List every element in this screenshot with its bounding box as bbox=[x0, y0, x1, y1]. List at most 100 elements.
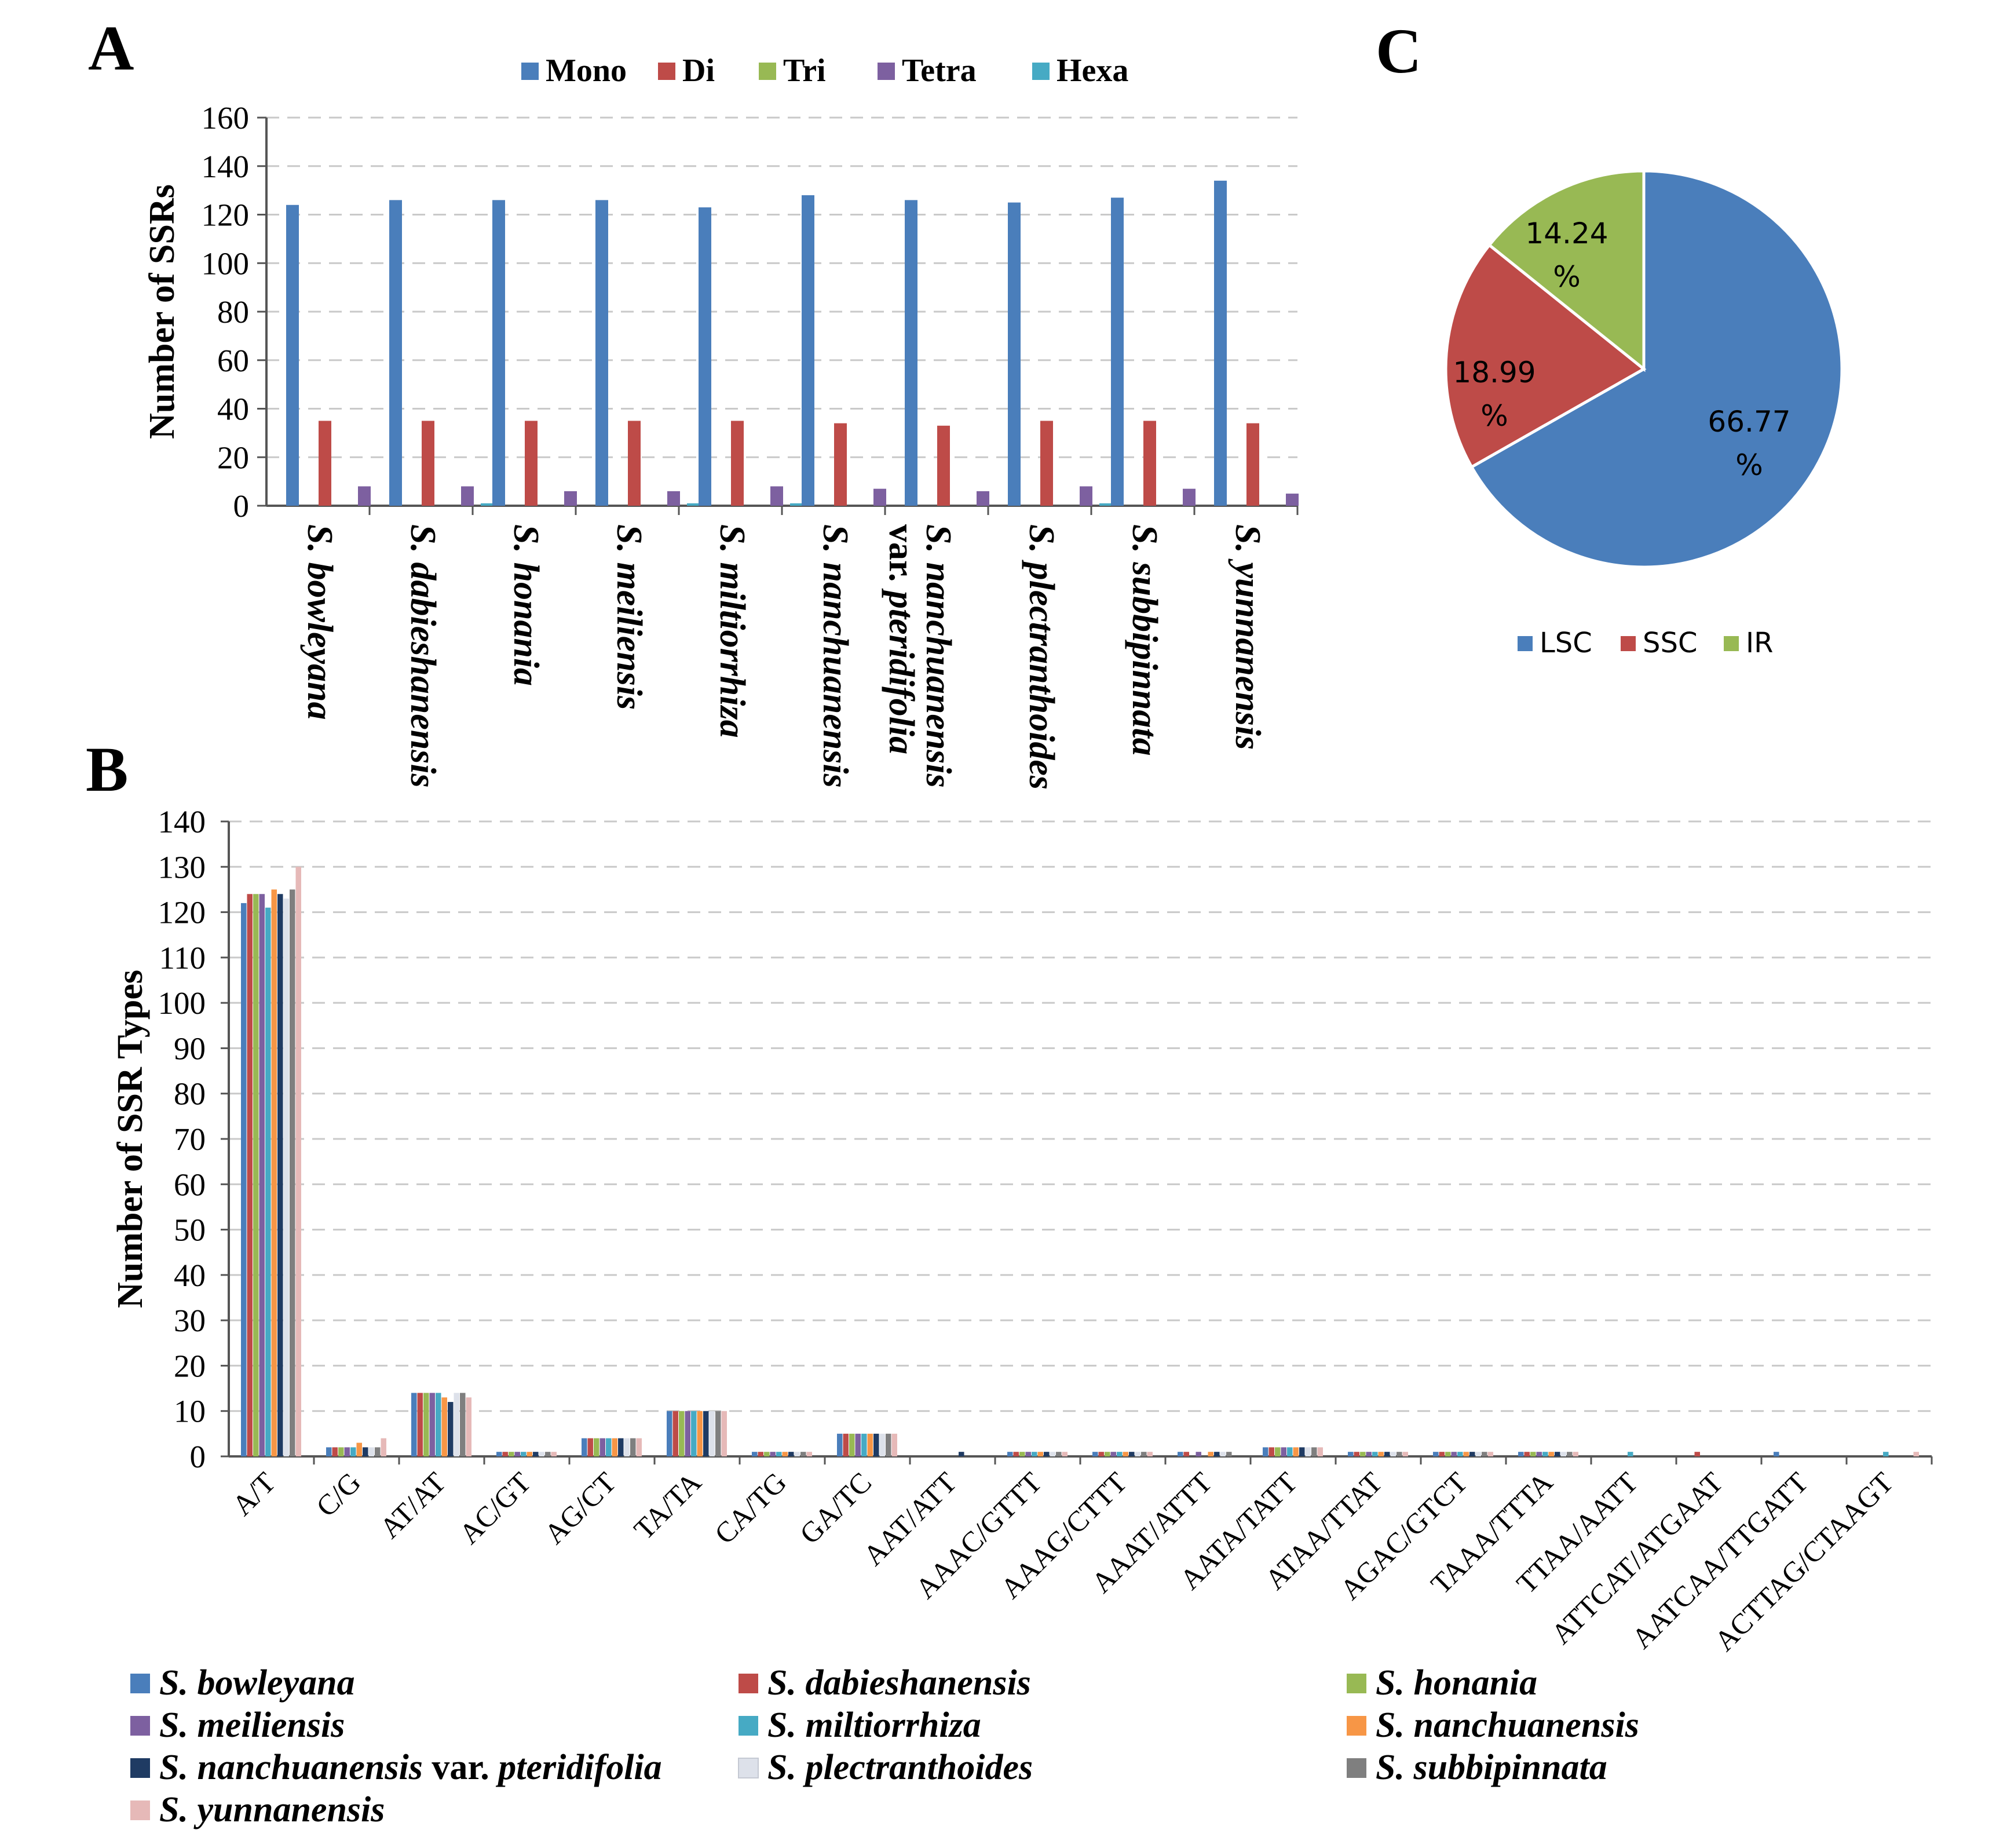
bar-s-bowleyana-aata-tatt bbox=[1263, 1447, 1268, 1456]
bar-s-nanchuanensis-var-pteridifolia-c-g bbox=[363, 1447, 368, 1456]
bar-s-subbipinnata-ataa-ttat bbox=[1397, 1452, 1402, 1456]
bar-tetra-s-honania bbox=[564, 491, 577, 506]
bar-s-nanchuanensis-c-g bbox=[356, 1442, 362, 1456]
bar-s-dabieshanensis-taaa-ttta bbox=[1524, 1452, 1530, 1456]
legend-label-s-meiliensis-name: S. meiliensis bbox=[159, 1705, 345, 1745]
bar-s-yunnanensis-ac-gt bbox=[551, 1452, 557, 1456]
legend-swatch-s-nanchuanensis-var-pteridifolia bbox=[130, 1758, 150, 1778]
bar-s-nanchuanensis-var-pteridifolia-ac-gt bbox=[533, 1452, 539, 1456]
legend-swatch-ssc bbox=[1621, 636, 1636, 651]
bar-s-bowleyana-at-at bbox=[411, 1393, 417, 1456]
pie-value-label-ir: 14.24 bbox=[1525, 217, 1608, 250]
legend-label-s-bowleyana: S. bowleyana bbox=[159, 1663, 355, 1703]
bar-di-s-dabieshanensis bbox=[422, 421, 434, 506]
legend-swatch-s-miltiorrhiza bbox=[739, 1716, 758, 1736]
legend-label-mono: Mono bbox=[546, 53, 627, 89]
x-tick-label: AG/CT bbox=[538, 1466, 623, 1550]
legend-label-s-nanchuanensis: S. nanchuanensis bbox=[1376, 1705, 1639, 1745]
bar-s-honania-a-t bbox=[253, 894, 259, 1456]
bar-s-meiliensis-aaag-cttt bbox=[1110, 1452, 1116, 1456]
bar-s-bowleyana-agac-gtct bbox=[1433, 1452, 1439, 1456]
x-tick-label-group: S. meiliensis bbox=[609, 524, 649, 710]
bar-s-bowleyana-aaat-attt bbox=[1178, 1452, 1183, 1456]
bar-s-honania-ga-tc bbox=[849, 1433, 855, 1456]
pie-slice-ir bbox=[1487, 169, 1646, 372]
legend-swatch-ir bbox=[1724, 636, 1739, 651]
x-tick-label: S. honania bbox=[506, 524, 546, 686]
bar-s-nanchuanensis-aaac-gttt bbox=[1037, 1452, 1043, 1456]
bar-s-nanchuanensis-var-pteridifolia-agac-gtct bbox=[1469, 1452, 1475, 1456]
bar-s-plectranthoides-aaac-gttt bbox=[1050, 1452, 1055, 1456]
bar-s-miltiorrhiza-ta-ta bbox=[691, 1411, 697, 1456]
bar-mono-s-nanchuanensis bbox=[802, 195, 814, 506]
x-tick-label-group: S. subbipinnata bbox=[1125, 524, 1164, 756]
y-tick-label: 70 bbox=[174, 1122, 206, 1157]
x-tick-label-group: S. nanchuanensis bbox=[816, 524, 855, 788]
y-tick-label: 100 bbox=[158, 985, 206, 1021]
bar-mono-s-bowleyana bbox=[286, 204, 299, 506]
x-tick-label: S. meiliensis bbox=[609, 524, 649, 710]
bar-s-subbipinnata-aaac-gttt bbox=[1056, 1452, 1062, 1456]
y-tick-label: 90 bbox=[174, 1031, 206, 1066]
y-tick-label: 30 bbox=[174, 1303, 206, 1338]
bar-di-s-honania bbox=[525, 421, 538, 506]
bar-s-meiliensis-a-t bbox=[259, 894, 265, 1456]
bar-hexa-s-dabieshanensis bbox=[481, 503, 493, 506]
x-tick-label-group: S. dabieshanensis bbox=[403, 524, 443, 788]
bar-s-plectranthoides-taaa-ttta bbox=[1560, 1452, 1566, 1456]
y-tick-label: 140 bbox=[158, 804, 206, 839]
y-tick-label: 80 bbox=[174, 1076, 206, 1112]
panel-c-chart: 66.77% 18.99% 14.24% LSC SSC IR bbox=[1444, 169, 1844, 659]
legend-swatch-mono bbox=[521, 63, 539, 80]
x-tick-label: AC/GT bbox=[453, 1466, 538, 1550]
bar-s-subbipinnata-ac-gt bbox=[545, 1452, 551, 1456]
bar-tetra-s-plectranthoides bbox=[1080, 486, 1092, 506]
bar-s-meiliensis-ga-tc bbox=[855, 1433, 861, 1456]
bar-s-meiliensis-ag-ct bbox=[599, 1438, 605, 1456]
x-tick-label: TA/TA bbox=[627, 1466, 707, 1546]
x-tick-label-group: S. plectranthoides bbox=[1022, 524, 1061, 790]
bar-s-honania-ca-tg bbox=[764, 1452, 770, 1456]
bar-s-nanchuanensis-agac-gtct bbox=[1463, 1452, 1469, 1456]
pie-slice-ssc bbox=[1444, 243, 1647, 469]
x-tick-label-name: S. subbipinnata bbox=[1125, 524, 1164, 756]
bar-s-bowleyana-ac-gt bbox=[496, 1452, 502, 1456]
bar-s-yunnanensis-ga-tc bbox=[891, 1433, 897, 1456]
bar-s-miltiorrhiza-c-g bbox=[350, 1447, 356, 1456]
bar-s-nanchuanensis-var-pteridifolia-aat-att bbox=[959, 1452, 964, 1456]
bar-s-honania-taaa-ttta bbox=[1530, 1452, 1536, 1456]
bar-di-s-miltiorrhiza bbox=[731, 421, 744, 506]
bar-s-miltiorrhiza-ttaa-aatt bbox=[1628, 1452, 1633, 1456]
bar-s-nanchuanensis-taaa-ttta bbox=[1548, 1452, 1554, 1456]
y-tick-label: 40 bbox=[217, 392, 249, 427]
bar-s-bowleyana-aaac-gttt bbox=[1007, 1452, 1013, 1456]
bar-s-nanchuanensis-ag-ct bbox=[612, 1438, 617, 1456]
bar-s-dabieshanensis-ga-tc bbox=[843, 1433, 849, 1456]
bar-s-subbipinnata-aata-tatt bbox=[1311, 1447, 1317, 1456]
bar-mono-s-subbipinnata bbox=[1111, 198, 1124, 506]
bar-s-yunnanensis-ataa-ttat bbox=[1402, 1452, 1408, 1456]
legend-label-s-honania: S. honania bbox=[1376, 1663, 1537, 1703]
bar-s-nanchuanensis-at-at bbox=[441, 1397, 447, 1456]
bar-s-subbipinnata-a-t bbox=[290, 889, 295, 1456]
bar-s-miltiorrhiza-acttag-ctaagt bbox=[1883, 1452, 1889, 1456]
bar-di-s-meiliensis bbox=[628, 421, 641, 506]
legend-swatch-s-nanchuanensis bbox=[1347, 1716, 1366, 1736]
bar-s-honania-ta-ta bbox=[679, 1411, 685, 1456]
legend-label-s-nanchuanensis-var-pteridifolia-name: S. nanchuanensis bbox=[159, 1748, 423, 1787]
bar-s-bowleyana-aaag-cttt bbox=[1092, 1452, 1098, 1456]
bar-s-meiliensis-at-at bbox=[429, 1393, 435, 1456]
y-tick-label: 130 bbox=[158, 849, 206, 885]
legend-swatch-s-meiliensis bbox=[130, 1716, 150, 1736]
bar-s-plectranthoides-ca-tg bbox=[794, 1452, 800, 1456]
y-tick-label: 120 bbox=[202, 198, 250, 233]
bar-s-miltiorrhiza-at-at bbox=[436, 1393, 441, 1456]
bar-hexa-s-miltiorrhiza bbox=[790, 503, 803, 506]
legend-label-s-nanchuanensis-var-pteridifolia: S. nanchuanensis var. pteridifolia bbox=[159, 1748, 662, 1787]
bar-s-bowleyana-aatcaa-ttgatt bbox=[1774, 1452, 1779, 1456]
x-tick-label: S. bowleyana bbox=[300, 524, 339, 720]
bar-s-miltiorrhiza-taaa-ttta bbox=[1542, 1452, 1548, 1456]
bar-s-nanchuanensis-var-pteridifolia-aaat-attt bbox=[1214, 1452, 1220, 1456]
bar-tetra-s-yunnanensis bbox=[1286, 494, 1299, 506]
bar-s-plectranthoides-aata-tatt bbox=[1305, 1447, 1311, 1456]
